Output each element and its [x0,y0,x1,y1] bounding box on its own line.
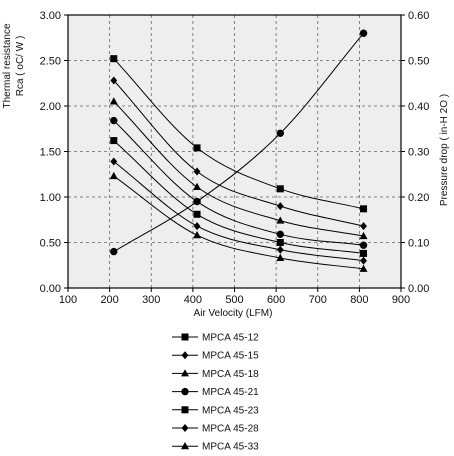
y2-axis-title: Pressure drop ( in-H 2O ) [439,94,450,206]
y-tick-label: 3.00 [40,10,61,22]
legend-label: MPCA 45-15 [202,351,259,362]
y-axis-title-line-2: Rca ( oC/ W ) [15,36,26,97]
x-tick-label: 900 [392,294,410,306]
y2-tick-label: 0.10 [408,238,429,250]
pressure-drop-point [110,247,118,256]
series-line [113,175,364,270]
legend-marker [181,333,189,341]
legend-marker [181,406,189,414]
y-tick-label: 1.00 [40,192,61,204]
pressure-drop-line [113,32,364,253]
series-point [276,245,284,254]
series-line [113,80,364,227]
series-line [113,161,364,262]
series-line [113,58,364,210]
series-point [193,182,202,190]
series-line [113,120,364,246]
series-point [360,205,368,213]
x-tick-label: 800 [350,294,368,306]
series-point [110,137,118,145]
legend-label: MPCA 45-18 [202,369,259,380]
x-axis-title: Air Velocity (LFM) [194,308,273,319]
series-point [276,185,284,193]
series-point [109,171,118,180]
series-point [193,222,201,231]
y-tick-label: 2.00 [40,101,61,113]
series-point [360,249,368,257]
series-point [109,97,118,105]
series-point [359,241,368,249]
x-tick-label: 500 [225,294,243,306]
series-line [113,101,364,237]
x-tick-label: 300 [142,294,160,306]
series-point [193,210,201,218]
series-point [110,116,118,125]
legend: MPCA 45-12 MPCA 45-15 MPCA 45-18 MPCA 45-21… [172,333,259,453]
legend-label: MPCA 45-23 [202,405,259,416]
series-point [276,239,284,246]
series-point [110,76,118,85]
series-point [359,264,368,272]
series-point [359,231,368,240]
series-point [110,157,118,166]
legend-marker [181,387,189,396]
x-tick-label: 200 [100,294,118,306]
series-line [113,140,364,254]
series-point [193,144,201,152]
legend-marker [181,369,189,377]
y-axis-title-line-1: Thermal resistance [2,23,13,108]
legend-marker [181,351,189,360]
legend-marker [181,442,189,450]
series-point [276,253,285,261]
legend-label: MPCA 45-33 [202,442,259,453]
y-tick-label: 2.50 [40,56,61,68]
y-tick-label: 0.50 [40,238,61,250]
pressure-drop-point [193,197,201,206]
legend-marker [181,424,189,432]
series-point [276,202,284,211]
y2-tick-label: 0.50 [408,56,429,68]
y2-tick-label: 0.60 [408,10,429,22]
series-point [360,256,367,265]
y2-tick-label: 0.20 [408,192,429,204]
y2-tick-label: 0.30 [408,147,429,159]
series-point [193,167,201,176]
series-point [193,231,202,239]
x-tick-label: 400 [184,294,202,306]
legend-label: MPCA 45-12 [202,333,259,344]
y2-tick-label: 0.40 [408,101,429,113]
pressure-drop-point [276,129,284,137]
x-tick-label: 700 [309,294,327,306]
x-tick-label: 600 [267,294,285,306]
series-point [360,222,367,231]
y-tick-label: 1.50 [40,147,61,159]
pressure-drop-point [359,29,368,37]
series-point [110,55,118,63]
y2-tick-label: 0.00 [408,283,429,295]
y-tick-label: 0.00 [40,283,61,295]
legend-label: MPCA 45-21 [202,387,259,398]
legend-label: MPCA 45-28 [202,424,259,435]
series-point [276,230,284,239]
x-tick-label: 100 [59,294,77,306]
series-point [276,216,285,224]
